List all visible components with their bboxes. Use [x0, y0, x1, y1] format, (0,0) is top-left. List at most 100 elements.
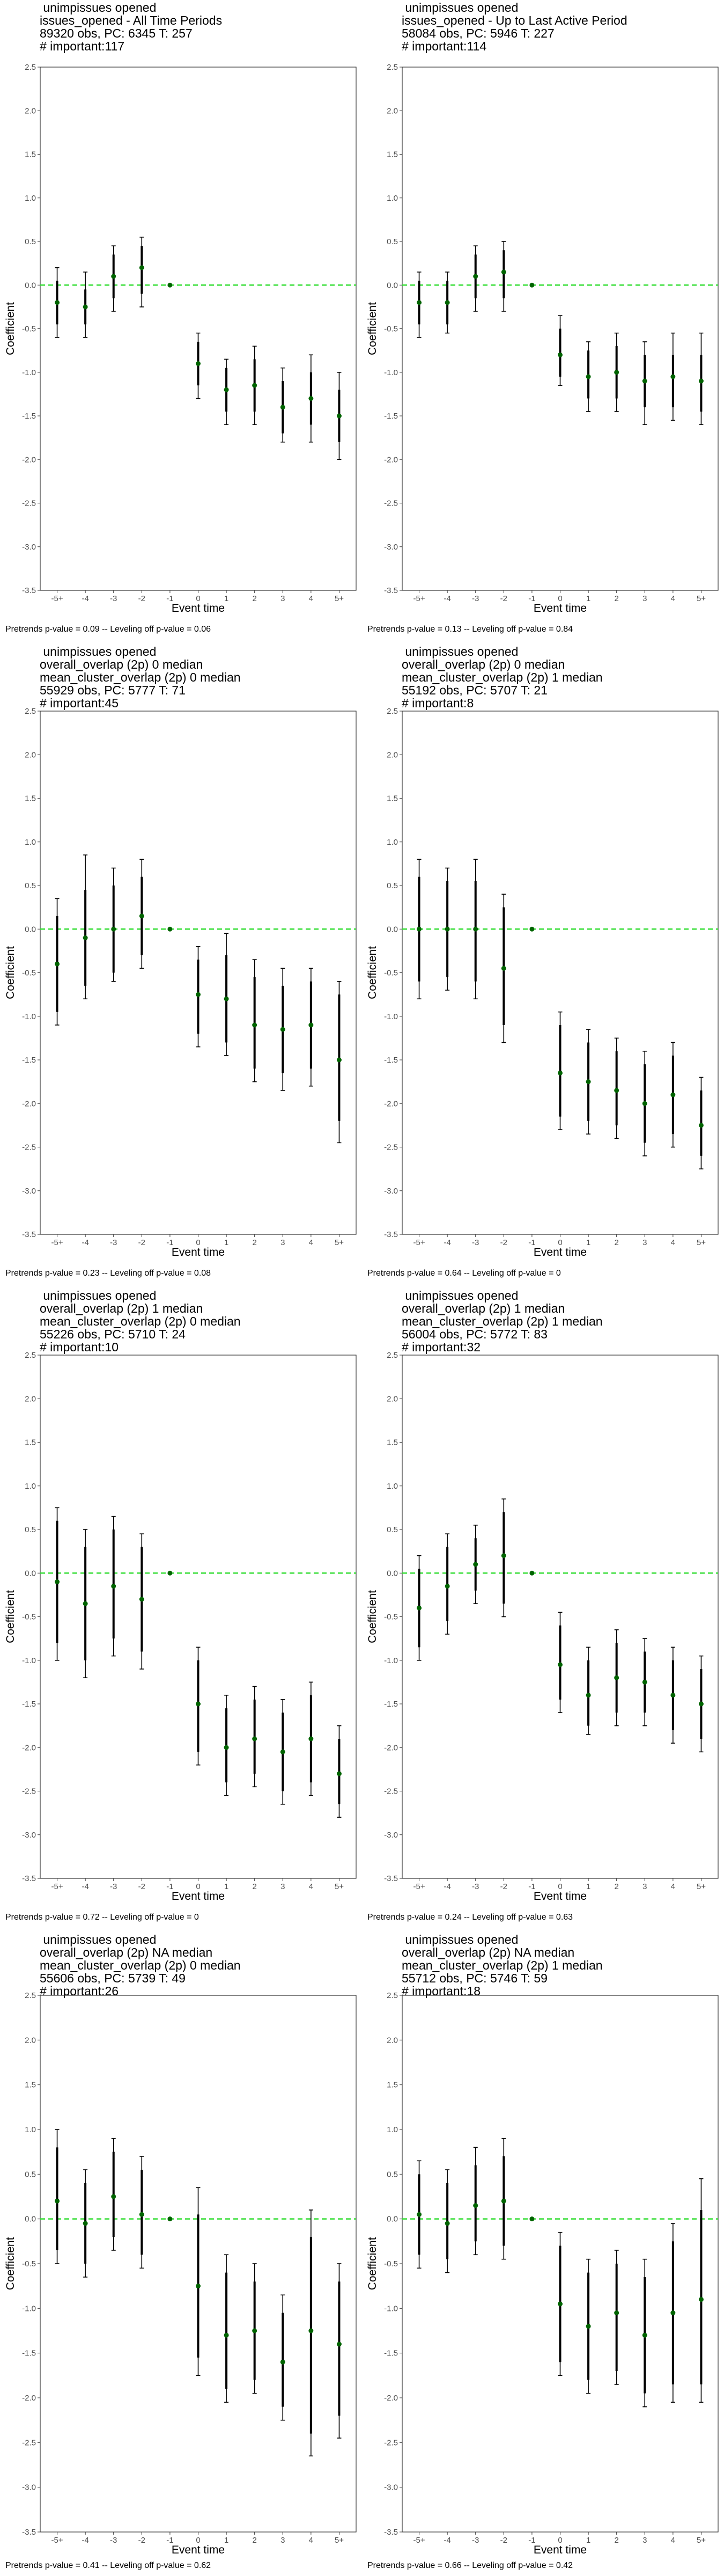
y-tick-label: 0.0: [25, 925, 36, 934]
coefficient-point: [529, 1570, 535, 1576]
y-tick-label: -0.5: [384, 969, 398, 978]
x-tick-label: -1: [166, 1238, 173, 1247]
coefficient-point: [473, 926, 478, 932]
x-axis-title: Event time: [534, 1246, 587, 1258]
coefficient-point: [445, 2221, 450, 2226]
y-tick-label: 1.5: [25, 150, 36, 159]
coefficient-point: [336, 413, 342, 419]
y-tick-label: -3.5: [384, 1874, 398, 1883]
title-line: overall_overlap (2p) 0 median: [402, 657, 565, 671]
y-tick-label: 2.0: [387, 106, 398, 115]
title-line: 55192 obs, PC: 5707 T: 21: [402, 683, 548, 697]
title-line: unimpissues opened: [40, 1, 157, 14]
title-line: 89320 obs, PC: 6345 T: 257: [40, 26, 193, 40]
y-tick-label: 0.0: [387, 2215, 398, 2224]
y-tick-label: -3.0: [22, 543, 36, 552]
y-tick-label: -2.5: [384, 2438, 398, 2447]
coefficient-point: [558, 1662, 563, 1667]
coefficient-point: [501, 965, 506, 971]
p-value-footer: Pretrends p-value = 0.09 -- Leveling off…: [5, 625, 211, 634]
x-tick-label: -4: [82, 1238, 88, 1247]
title-line: # important:45: [40, 696, 119, 710]
coefficient-point: [252, 1736, 257, 1741]
coefficient-point: [670, 1693, 676, 1698]
x-axis-title: Event time: [534, 2544, 587, 2556]
coefficient-point: [55, 300, 60, 305]
x-tick-label: 3: [280, 1882, 285, 1891]
coefficient-point: [308, 2328, 314, 2333]
chart-panel-8: unimpissues opened overall_overlap (2p) …: [362, 1932, 724, 2576]
coefficient-point: [224, 2332, 229, 2338]
y-tick-label: -0.5: [22, 2259, 36, 2268]
y-tick-label: 2.5: [25, 707, 36, 716]
y-axis-title: Coefficient: [4, 1590, 17, 1643]
title-line: unimpissues opened: [40, 1289, 157, 1302]
x-tick-label: 1: [586, 1238, 590, 1247]
coefficient-point: [501, 269, 506, 275]
coefficient-point: [308, 396, 314, 401]
y-tick-label: 0.0: [25, 2215, 36, 2224]
y-tick-label: -3.5: [22, 1874, 36, 1883]
y-tick-label: -0.5: [22, 1613, 36, 1622]
coefficient-point: [139, 913, 144, 919]
title-line: overall_overlap (2p) 0 median: [40, 657, 203, 671]
chart-title: unimpissues opened overall_overlap (2p) …: [402, 1933, 603, 1997]
x-tick-label: -5+: [413, 2536, 425, 2545]
y-tick-label: 0.5: [25, 237, 36, 246]
y-tick-label: 1.0: [25, 194, 36, 203]
x-tick-label: 0: [196, 594, 200, 603]
coefficient-point: [167, 1570, 173, 1576]
y-tick-label: 1.0: [25, 838, 36, 847]
y-tick-label: -3.0: [22, 2483, 36, 2492]
x-tick-label: 0: [196, 1882, 200, 1891]
coefficient-point: [642, 1101, 647, 1106]
coefficient-point: [642, 2332, 647, 2338]
chart-title: unimpissues opened overall_overlap (2p) …: [402, 645, 603, 709]
coefficient-point: [529, 926, 535, 932]
x-tick-label: 1: [224, 1238, 228, 1247]
y-tick-label: -3.0: [22, 1831, 36, 1840]
x-axis-title: Event time: [172, 1890, 225, 1902]
x-tick-label: 5+: [335, 594, 344, 603]
coefficient-point: [417, 1605, 422, 1611]
y-tick-label: -1.5: [384, 1700, 398, 1709]
coefficient-point: [445, 926, 450, 932]
y-tick-label: -2.5: [22, 1143, 36, 1152]
y-tick-label: -3.0: [384, 1187, 398, 1196]
y-tick-label: -2.5: [22, 1787, 36, 1796]
p-value-footer: Pretrends p-value = 0.66 -- Leveling off…: [367, 2561, 573, 2570]
coefficient-point: [280, 1749, 285, 1754]
x-tick-label: 1: [586, 1882, 590, 1891]
y-tick-label: -3.5: [22, 1230, 36, 1239]
x-tick-label: -5+: [413, 594, 425, 603]
coefficient-point: [445, 1584, 450, 1589]
p-value-footer: Pretrends p-value = 0.13 -- Leveling off…: [367, 625, 573, 634]
x-tick-label: -3: [472, 1238, 479, 1247]
y-tick-label: 1.0: [25, 2125, 36, 2134]
y-tick-label: -1.5: [384, 2349, 398, 2358]
title-line: unimpissues opened: [402, 645, 519, 658]
coefficient-point: [698, 1123, 704, 1128]
title-line: mean_cluster_overlap (2p) 0 median: [40, 670, 241, 684]
chart-panel-3: unimpissues opened overall_overlap (2p) …: [0, 644, 362, 1288]
coefficient-point: [224, 387, 229, 392]
coefficient-point: [308, 1022, 314, 1028]
x-axis-title: Event time: [172, 602, 225, 614]
coefficient-point: [336, 1771, 342, 1776]
x-tick-label: -2: [138, 1238, 145, 1247]
y-tick-label: -2.0: [384, 2394, 398, 2403]
title-line: 55606 obs, PC: 5739 T: 49: [40, 1971, 186, 1985]
y-tick-label: -1.5: [384, 1056, 398, 1065]
x-tick-label: 2: [615, 1882, 619, 1891]
y-tick-label: -0.5: [22, 969, 36, 978]
coefficient-point: [280, 405, 285, 410]
x-tick-label: -1: [528, 1238, 535, 1247]
y-tick-label: -1.0: [384, 368, 398, 377]
y-tick-label: -1.5: [384, 412, 398, 421]
chart-title: unimpissues opened overall_overlap (2p) …: [40, 1289, 241, 1353]
coefficient-point: [670, 374, 676, 379]
x-tick-label: 4: [671, 2536, 675, 2545]
x-tick-label: -2: [500, 594, 507, 603]
chart-panel-1: unimpissues opened issues_opened - All T…: [0, 0, 362, 644]
coefficient-point: [336, 2341, 342, 2347]
